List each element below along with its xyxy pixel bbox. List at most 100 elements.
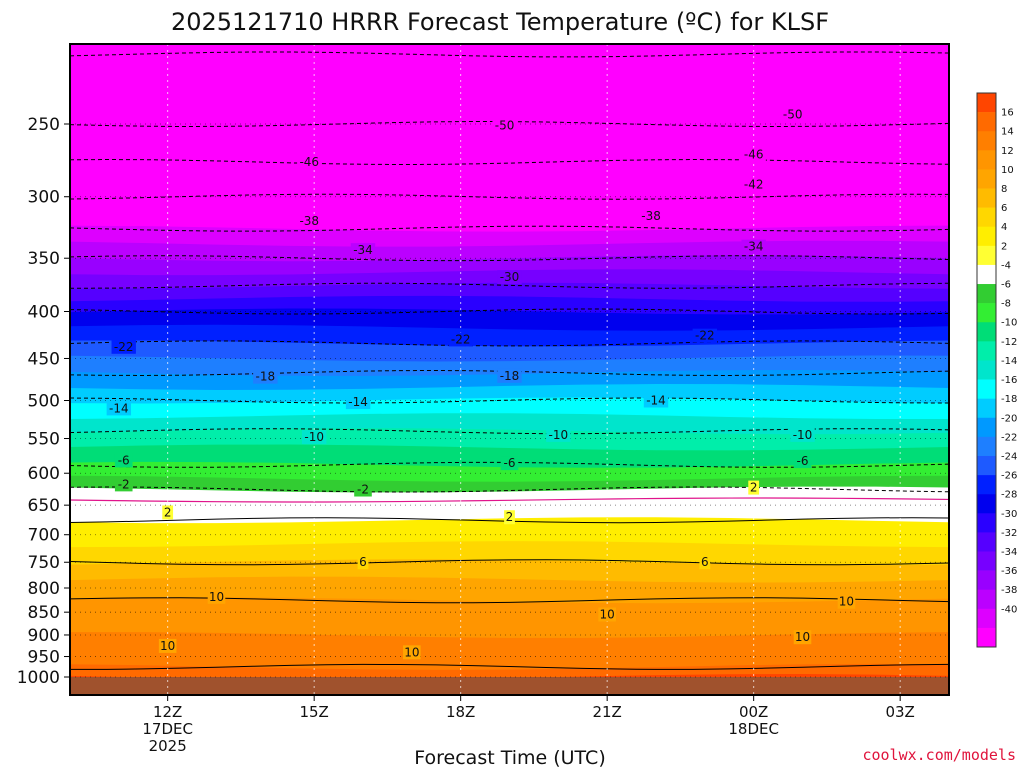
contour-label: -2: [118, 477, 130, 491]
contour-label: -14: [109, 401, 129, 415]
y-tick-label: 550: [28, 430, 60, 450]
colorbar-swatch: [977, 475, 996, 495]
x-tick-label: 15Z: [299, 703, 328, 721]
colorbar-swatch: [977, 284, 996, 304]
colorbar-tick-label: -6: [1001, 280, 1011, 291]
colorbar-tick-label: -34: [1001, 547, 1017, 558]
x-tick-label: 18DEC: [728, 720, 779, 738]
contour-label: -6: [118, 453, 130, 467]
colorbar-swatch: [977, 513, 996, 533]
contour-label: 10: [209, 590, 224, 604]
contour-label: -22: [451, 332, 471, 346]
x-tick-label: 17DEC: [142, 720, 193, 738]
contour-label: -38: [641, 209, 661, 223]
contour-label-bg: [162, 505, 174, 520]
colorbar-tick-label: -8: [1001, 299, 1011, 310]
y-tick-label: 900: [28, 626, 60, 646]
contour-label: -46: [744, 148, 764, 162]
freezing-line: [69, 497, 950, 503]
contour-label-bg: [741, 177, 766, 192]
contour-label: -6: [504, 456, 516, 470]
colorbar-tick-label: 14: [1001, 127, 1014, 138]
contour-label: -34: [353, 243, 373, 257]
colorbar-swatch: [977, 322, 996, 342]
colorbar-swatch: [977, 207, 996, 228]
contour-label: -38: [299, 214, 319, 228]
contour-label: 10: [160, 639, 175, 653]
contour-label-bg: [158, 638, 177, 653]
y-tick-label: 1000: [17, 668, 60, 688]
contour-label-bg: [111, 339, 136, 354]
colorbar-tick-label: -4: [1001, 260, 1011, 271]
colorbar-swatch: [977, 360, 996, 380]
contour-labels: -50-50-46-46-42-38 -38-34 -34-30-22-22 -22-…: [106, 107, 856, 660]
colorbar-swatch: [977, 608, 996, 629]
y-tick-label: 400: [28, 302, 60, 322]
colorbar-tick-label: -16: [1001, 375, 1017, 386]
colorbar-swatch: [977, 627, 996, 648]
colorbar-swatch: [977, 398, 996, 419]
contour-label: -10: [549, 428, 569, 442]
contour-label-bg: [345, 395, 371, 410]
contour-label-bg: [741, 239, 766, 254]
colorbar-swatch: [977, 551, 996, 571]
contour-label-bg: [350, 243, 376, 258]
contour-label-bg: [354, 482, 372, 497]
chart-title: 2025121710 HRRR Forecast Temperature (ºC…: [171, 8, 829, 36]
contour-label: -22: [695, 329, 715, 343]
colorbar-swatch: [977, 112, 996, 132]
colorbar-swatch: [977, 150, 996, 170]
colorbar-tick-label: 12: [1001, 146, 1014, 157]
colorbar-swatch: [977, 264, 996, 285]
colorbar-frame: [976, 92, 997, 648]
colorbar-tick-label: -14: [1001, 356, 1017, 367]
y-tick-label: 700: [28, 526, 60, 546]
contour-label-bg: [297, 155, 322, 170]
contour-label-bg: [492, 118, 517, 133]
contour-label: 10: [600, 608, 615, 622]
contour-label-bg: [301, 430, 327, 445]
colorbar-swatch: [977, 532, 996, 552]
contour-label-bg: [448, 332, 473, 347]
colorbar-tick-label: -30: [1001, 509, 1017, 520]
contour-label: -22: [114, 340, 134, 354]
contour-label: 2: [164, 505, 172, 519]
contour-label: 2: [750, 481, 758, 495]
y-tick-label: 800: [28, 579, 60, 599]
contour-label-bg: [793, 454, 812, 469]
x-axis-label: Forecast Time (UTC): [414, 747, 605, 768]
contour-label-bg: [114, 453, 133, 468]
y-tick-label: 500: [28, 392, 60, 412]
contour-label: -46: [299, 155, 319, 169]
contour-label-bg: [837, 594, 856, 609]
y-tick-label: 950: [28, 648, 60, 668]
colorbar-swatch: [977, 169, 996, 189]
colorbar-tick-label: -22: [1001, 432, 1017, 443]
y-tick-label: 450: [28, 349, 60, 369]
y-tick-label: 350: [28, 249, 60, 269]
contour-label: -2: [357, 483, 369, 497]
colorbar-swatch: [977, 303, 996, 323]
contour-label: -10: [304, 430, 324, 444]
contour-label-bg: [297, 214, 322, 229]
contour-label-bg: [748, 480, 760, 495]
colorbar-tick-label: -20: [1001, 413, 1017, 424]
colorbar-tick-label: 8: [1001, 184, 1007, 195]
colorbar-swatch: [977, 570, 996, 590]
contour-label: 2: [506, 510, 514, 524]
contour-label: -30: [500, 270, 520, 284]
colorbar-tick-label: -26: [1001, 471, 1017, 482]
colorbar-tick-label: -10: [1001, 318, 1017, 329]
colorbar-swatch: [977, 341, 996, 361]
colorbar-tick-label: -32: [1001, 528, 1017, 539]
contour-label-bg: [500, 456, 519, 471]
y-axis: 250 300 350 400 450 500 550 600 650 700 750 800 850 9…: [17, 115, 70, 688]
contour-label: 10: [795, 630, 810, 644]
surface-band: [70, 677, 949, 695]
x-tick-label: 03Z: [885, 703, 914, 721]
colorbar-tick-label: 2: [1001, 241, 1007, 252]
colorbar-tick-label: 10: [1001, 165, 1014, 176]
x-tick-label: 2025: [149, 737, 187, 755]
contour-label-bg: [497, 270, 522, 285]
